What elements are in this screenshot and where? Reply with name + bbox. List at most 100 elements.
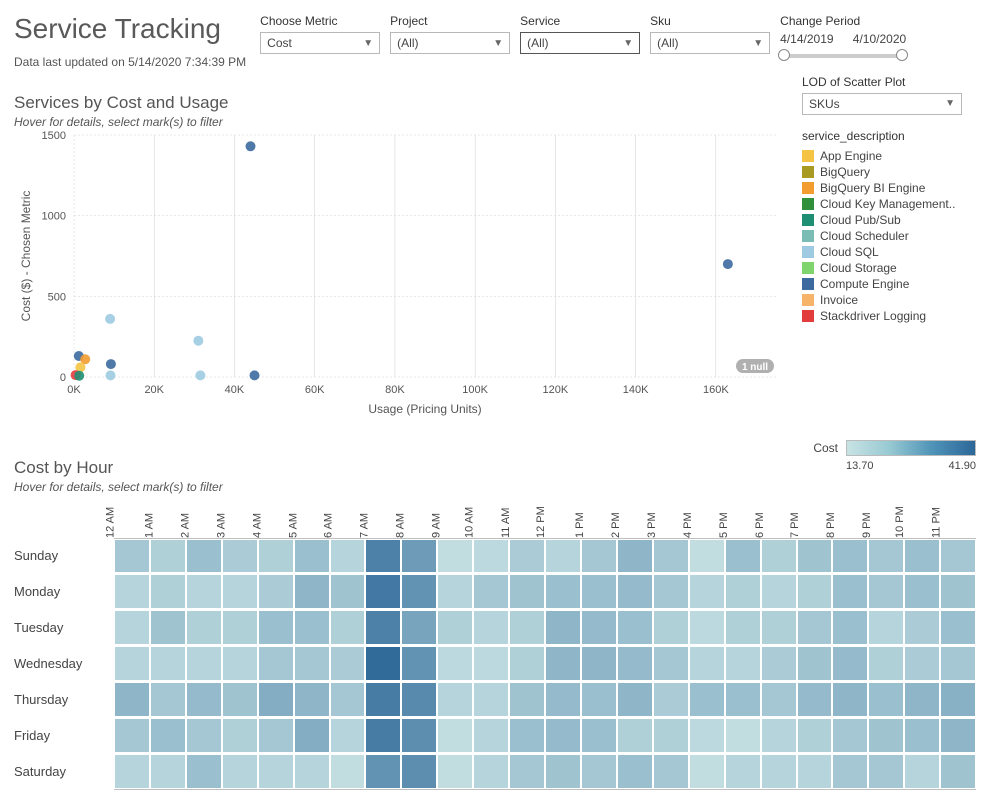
heat-cell[interactable] <box>259 719 293 752</box>
heat-cell[interactable] <box>187 540 221 572</box>
heat-cell[interactable] <box>331 540 365 572</box>
heat-cell[interactable] <box>187 647 221 680</box>
heat-cell[interactable] <box>115 719 149 752</box>
heat-cell[interactable] <box>654 755 688 788</box>
heat-cell[interactable] <box>331 647 365 680</box>
heat-cell[interactable] <box>941 719 975 752</box>
heat-cell[interactable] <box>259 647 293 680</box>
heat-cell[interactable] <box>833 755 867 788</box>
heat-cell[interactable] <box>690 575 724 608</box>
heat-cell[interactable] <box>833 647 867 680</box>
heat-cell[interactable] <box>905 575 939 608</box>
heat-cell[interactable] <box>438 683 472 716</box>
heat-cell[interactable] <box>762 755 796 788</box>
heat-cell[interactable] <box>438 575 472 608</box>
heat-cell[interactable] <box>798 575 832 608</box>
heat-cell[interactable] <box>474 540 508 572</box>
heat-cell[interactable] <box>474 611 508 644</box>
heat-cell[interactable] <box>510 719 544 752</box>
heat-cell[interactable] <box>474 755 508 788</box>
heat-cell[interactable] <box>833 575 867 608</box>
period-slider[interactable]: 4/14/2019 4/10/2020 <box>780 32 906 58</box>
legend-item[interactable]: App Engine <box>802 149 976 163</box>
heat-cell[interactable] <box>474 683 508 716</box>
heat-cell[interactable] <box>941 611 975 644</box>
heat-cell[interactable] <box>151 611 185 644</box>
heat-cell[interactable] <box>187 719 221 752</box>
heat-cell[interactable] <box>654 719 688 752</box>
heat-cell[interactable] <box>366 719 400 752</box>
heat-cell[interactable] <box>366 575 400 608</box>
heat-cell[interactable] <box>223 647 257 680</box>
heat-cell[interactable] <box>366 755 400 788</box>
heat-cell[interactable] <box>941 575 975 608</box>
heat-cell[interactable] <box>618 611 652 644</box>
heat-cell[interactable] <box>582 540 616 572</box>
heat-cell[interactable] <box>331 683 365 716</box>
heat-cell[interactable] <box>438 647 472 680</box>
heat-cell[interactable] <box>331 755 365 788</box>
heat-cell[interactable] <box>762 611 796 644</box>
heat-body[interactable] <box>114 538 976 790</box>
heat-cell[interactable] <box>115 683 149 716</box>
heat-cell[interactable] <box>510 611 544 644</box>
legend-item[interactable]: Invoice <box>802 293 976 307</box>
heat-cell[interactable] <box>654 575 688 608</box>
heat-cell[interactable] <box>259 683 293 716</box>
heat-cell[interactable] <box>115 611 149 644</box>
heat-cell[interactable] <box>654 611 688 644</box>
heat-cell[interactable] <box>869 540 903 572</box>
heat-cell[interactable] <box>259 611 293 644</box>
heat-cell[interactable] <box>582 575 616 608</box>
scatter-point[interactable] <box>195 370 205 380</box>
heat-cell[interactable] <box>905 755 939 788</box>
heat-cell[interactable] <box>474 575 508 608</box>
heat-cell[interactable] <box>474 719 508 752</box>
scatter-point[interactable] <box>723 259 733 269</box>
legend-item[interactable]: Compute Engine <box>802 277 976 291</box>
heat-cell[interactable] <box>510 755 544 788</box>
heat-cell[interactable] <box>295 683 329 716</box>
heat-cell[interactable] <box>295 611 329 644</box>
heat-cell[interactable] <box>151 647 185 680</box>
heat-cell[interactable] <box>869 647 903 680</box>
heat-cell[interactable] <box>295 647 329 680</box>
heat-cell[interactable] <box>366 611 400 644</box>
heat-cell[interactable] <box>726 719 760 752</box>
scatter-point[interactable] <box>106 370 116 380</box>
heat-cell[interactable] <box>905 647 939 680</box>
heat-cell[interactable] <box>582 647 616 680</box>
heat-cell[interactable] <box>546 611 580 644</box>
heat-cell[interactable] <box>941 540 975 572</box>
heat-cell[interactable] <box>295 755 329 788</box>
scatter-chart[interactable]: 0K20K40K60K80K100K120K140K160K0500100015… <box>14 129 794 419</box>
heat-cell[interactable] <box>690 683 724 716</box>
legend-item[interactable]: Stackdriver Logging <box>802 309 976 323</box>
heat-cell[interactable] <box>798 719 832 752</box>
legend-item[interactable]: BigQuery <box>802 165 976 179</box>
heat-cell[interactable] <box>798 683 832 716</box>
heat-cell[interactable] <box>187 611 221 644</box>
heat-cell[interactable] <box>690 611 724 644</box>
heat-cell[interactable] <box>331 719 365 752</box>
heat-cell[interactable] <box>474 647 508 680</box>
heat-cell[interactable] <box>402 611 436 644</box>
heat-cell[interactable] <box>223 683 257 716</box>
heat-cell[interactable] <box>690 540 724 572</box>
heat-cell[interactable] <box>187 683 221 716</box>
service-dropdown[interactable]: (All) ▼ <box>520 32 640 54</box>
heat-cell[interactable] <box>690 755 724 788</box>
heat-cell[interactable] <box>510 683 544 716</box>
heat-cell[interactable] <box>690 647 724 680</box>
heat-cell[interactable] <box>546 683 580 716</box>
heat-cell[interactable] <box>438 719 472 752</box>
slider-thumb-right[interactable] <box>896 49 908 61</box>
heat-cell[interactable] <box>223 540 257 572</box>
legend-item[interactable]: BigQuery BI Engine <box>802 181 976 195</box>
heat-cell[interactable] <box>295 575 329 608</box>
heat-cell[interactable] <box>115 540 149 572</box>
legend-item[interactable]: Cloud Key Management.. <box>802 197 976 211</box>
heat-cell[interactable] <box>259 575 293 608</box>
heat-cell[interactable] <box>151 540 185 572</box>
heat-cell[interactable] <box>690 719 724 752</box>
